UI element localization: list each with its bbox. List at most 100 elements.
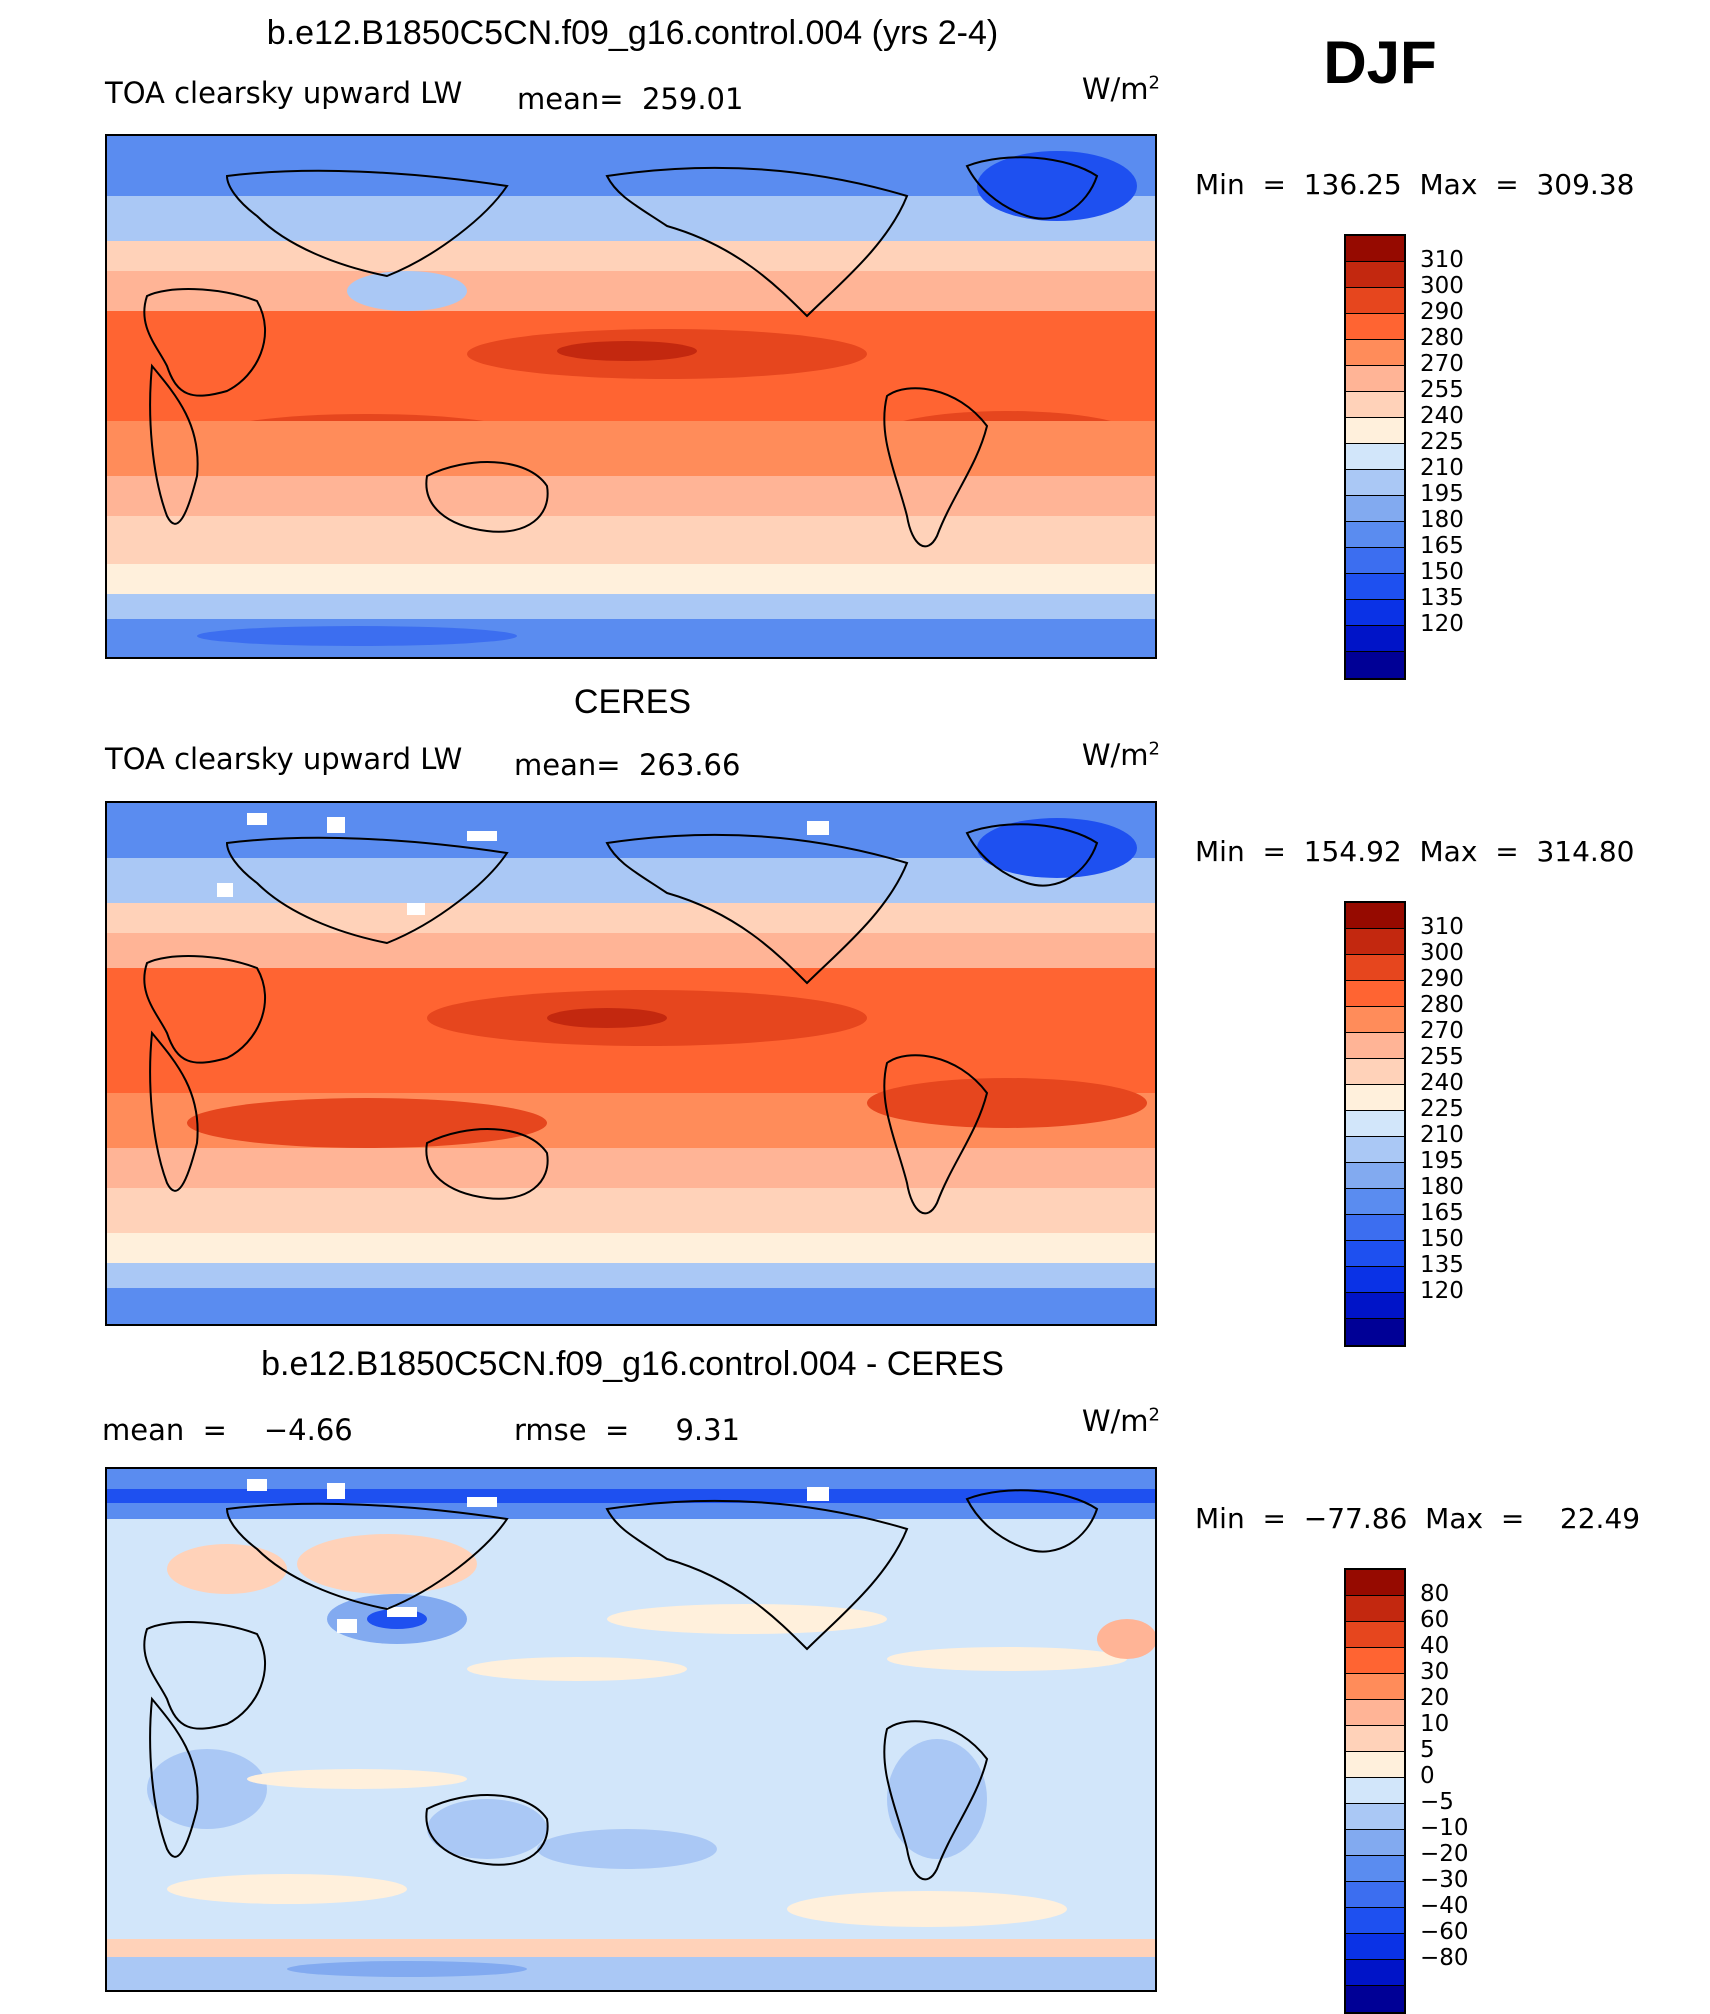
colorbar-tick-label: 120 <box>1420 611 1464 637</box>
colorbar-tick-label: −40 <box>1420 1893 1469 1919</box>
colorbar-swatch <box>1346 903 1404 929</box>
colorbar-tick-label: 135 <box>1420 585 1464 611</box>
colorbar-swatch <box>1346 1752 1404 1778</box>
colorbar-tick-label: 255 <box>1420 377 1464 403</box>
colorbar-swatch <box>1346 1830 1404 1856</box>
colorbar-swatch <box>1346 1648 1404 1674</box>
colorbar-swatch <box>1346 1111 1404 1137</box>
colorbar-swatch <box>1346 1033 1404 1059</box>
colorbar-swatch <box>1346 522 1404 548</box>
colorbar-swatch <box>1346 1804 1404 1830</box>
colorbar-tick-label: 290 <box>1420 966 1464 992</box>
panel3-colorbar <box>1344 1568 1406 2014</box>
panel2-variable: TOA clearsky upward LW <box>105 742 463 776</box>
colorbar-tick-label: 225 <box>1420 429 1464 455</box>
colorbar-tick-label: 5 <box>1420 1737 1435 1763</box>
colorbar-swatch <box>1346 1241 1404 1267</box>
panel3-map-svg <box>107 1469 1155 1990</box>
colorbar-swatch <box>1346 314 1404 340</box>
colorbar-tick-label: 80 <box>1420 1581 1450 1607</box>
colorbar-tick-label: −5 <box>1420 1789 1454 1815</box>
colorbar-swatch <box>1346 1319 1404 1345</box>
colorbar-swatch <box>1346 470 1404 496</box>
colorbar-swatch <box>1346 652 1404 678</box>
colorbar-swatch <box>1346 1960 1404 1986</box>
colorbar-swatch <box>1346 1700 1404 1726</box>
panel3-unit: W/m2 <box>1081 1404 1160 1438</box>
colorbar-tick-label: 0 <box>1420 1763 1435 1789</box>
colorbar-tick-label: 10 <box>1420 1711 1450 1737</box>
colorbar-swatch <box>1346 1189 1404 1215</box>
colorbar-tick-label: 165 <box>1420 533 1464 559</box>
panel1-field <box>107 136 1155 657</box>
panel1-title: b.e12.B1850C5CN.f09_g16.control.004 (yrs… <box>266 14 999 52</box>
colorbar-swatch <box>1346 1267 1404 1293</box>
colorbar-tick-label: 180 <box>1420 507 1464 533</box>
panel2-unit: W/m2 <box>1081 738 1160 772</box>
colorbar-tick-label: 150 <box>1420 559 1464 585</box>
colorbar-tick-label: −30 <box>1420 1867 1469 1893</box>
colorbar-tick-label: 195 <box>1420 1148 1464 1174</box>
colorbar-swatch <box>1346 340 1404 366</box>
colorbar-swatch <box>1346 1007 1404 1033</box>
colorbar-tick-label: 240 <box>1420 1070 1464 1096</box>
colorbar-swatch <box>1346 626 1404 652</box>
colorbar-tick-label: 300 <box>1420 940 1464 966</box>
colorbar-tick-label: 165 <box>1420 1200 1464 1226</box>
panel3-rmse: rmse = 9.31 <box>514 1413 741 1447</box>
panel3-title: b.e12.B1850C5CN.f09_g16.control.004 - CE… <box>261 1345 1004 1383</box>
colorbar-swatch <box>1346 1059 1404 1085</box>
panel1-unit: W/m2 <box>1081 72 1160 106</box>
colorbar-tick-label: 270 <box>1420 1018 1464 1044</box>
panel1-map <box>105 134 1157 659</box>
colorbar-tick-label: 225 <box>1420 1096 1464 1122</box>
panel2-minmax: Min = 154.92 Max = 314.80 <box>1195 835 1635 868</box>
colorbar-tick-label: 30 <box>1420 1659 1450 1685</box>
colorbar-swatch <box>1346 366 1404 392</box>
colorbar-swatch <box>1346 1215 1404 1241</box>
colorbar-swatch <box>1346 1622 1404 1648</box>
panel1-minmax: Min = 136.25 Max = 309.38 <box>1195 168 1635 201</box>
colorbar-swatch <box>1346 574 1404 600</box>
panel1-coastlines <box>143 156 1099 548</box>
colorbar-swatch <box>1346 929 1404 955</box>
colorbar-swatch <box>1346 1882 1404 1908</box>
colorbar-tick-label: 195 <box>1420 481 1464 507</box>
colorbar-tick-label: −10 <box>1420 1815 1469 1841</box>
colorbar-swatch <box>1346 1856 1404 1882</box>
colorbar-swatch <box>1346 1726 1404 1752</box>
panel1-colorbar <box>1344 234 1406 680</box>
colorbar-tick-label: 255 <box>1420 1044 1464 1070</box>
colorbar-tick-label: −20 <box>1420 1841 1469 1867</box>
colorbar-swatch <box>1346 548 1404 574</box>
panel3-map <box>105 1467 1157 1992</box>
colorbar-tick-label: 40 <box>1420 1633 1450 1659</box>
colorbar-tick-label: 60 <box>1420 1607 1450 1633</box>
colorbar-swatch <box>1346 1570 1404 1596</box>
colorbar-swatch <box>1346 418 1404 444</box>
colorbar-tick-label: 210 <box>1420 1122 1464 1148</box>
panel1-map-svg <box>107 136 1155 657</box>
colorbar-swatch <box>1346 955 1404 981</box>
colorbar-tick-label: 280 <box>1420 992 1464 1018</box>
colorbar-swatch <box>1346 1674 1404 1700</box>
colorbar-swatch <box>1346 288 1404 314</box>
colorbar-tick-label: 210 <box>1420 455 1464 481</box>
colorbar-tick-label: 270 <box>1420 351 1464 377</box>
colorbar-tick-label: 300 <box>1420 273 1464 299</box>
panel3-field <box>107 1469 1155 1990</box>
colorbar-swatch <box>1346 1986 1404 2012</box>
panel3-minmax: Min = −77.86 Max = 22.49 <box>1195 1502 1641 1535</box>
colorbar-tick-label: 310 <box>1420 914 1464 940</box>
colorbar-swatch <box>1346 444 1404 470</box>
panel2-colorbar <box>1344 901 1406 1347</box>
panel2-coastlines <box>143 823 1099 1215</box>
colorbar-swatch <box>1346 262 1404 288</box>
colorbar-swatch <box>1346 1778 1404 1804</box>
colorbar-swatch <box>1346 1908 1404 1934</box>
colorbar-swatch <box>1346 1934 1404 1960</box>
panel2-map <box>105 801 1157 1326</box>
colorbar-swatch <box>1346 981 1404 1007</box>
colorbar-tick-label: −80 <box>1420 1945 1469 1971</box>
season-label: DJF <box>1323 29 1437 96</box>
